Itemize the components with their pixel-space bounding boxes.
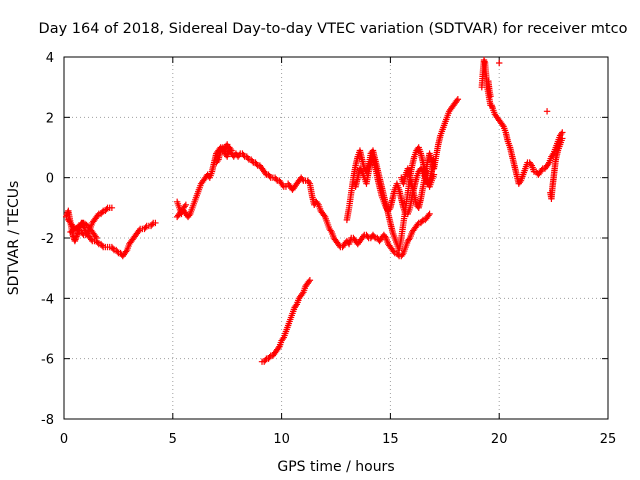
data-point <box>386 206 393 213</box>
data-point <box>559 135 566 142</box>
data-point <box>390 248 397 255</box>
data-point <box>94 212 101 219</box>
data-point <box>543 108 551 115</box>
x-tick-label: 5 <box>169 432 177 447</box>
y-tick-label: 4 <box>46 51 54 66</box>
data-point <box>103 206 110 213</box>
data-point <box>240 151 247 159</box>
data-point <box>559 129 566 136</box>
data-point <box>454 96 462 103</box>
data-point <box>544 160 552 168</box>
x-tick-label: 20 <box>491 432 508 447</box>
data-point <box>262 356 269 364</box>
data-point <box>516 178 524 186</box>
data-point <box>305 278 312 285</box>
data-point <box>253 160 260 168</box>
y-tick-label: 0 <box>46 172 54 187</box>
y-tick-label: -4 <box>41 292 54 307</box>
data-point <box>487 93 494 100</box>
data-point <box>272 175 280 183</box>
data-point <box>182 201 190 209</box>
x-tick-label: 10 <box>273 432 290 447</box>
data-point <box>527 160 534 168</box>
data-point <box>549 151 556 159</box>
data-point <box>426 210 433 218</box>
data-point <box>214 157 221 165</box>
data-point <box>299 290 306 298</box>
data-point <box>399 251 406 258</box>
data-point <box>185 212 193 219</box>
data-point <box>381 233 389 240</box>
data-point <box>181 203 188 210</box>
y-tick-label: -8 <box>41 413 54 428</box>
data-point <box>292 302 299 310</box>
data-point <box>496 59 503 67</box>
data-point <box>109 245 117 252</box>
data-point <box>418 218 426 225</box>
data-point <box>148 221 156 228</box>
data-point <box>275 344 282 352</box>
data-point <box>299 175 306 183</box>
y-tick-labels: -8 -6 -4 -2 0 2 4 <box>41 51 54 428</box>
data-point <box>327 227 334 234</box>
x-tick-label: 15 <box>382 432 399 447</box>
data-point <box>320 212 328 219</box>
data-point <box>228 147 235 154</box>
data-point <box>266 172 273 180</box>
data-points <box>62 56 566 365</box>
data-point <box>538 166 545 174</box>
data-point <box>94 239 101 246</box>
data-point <box>453 97 460 104</box>
data-point <box>227 145 234 153</box>
data-point <box>499 121 506 129</box>
data-point <box>93 234 100 242</box>
y-tick-label: -2 <box>41 232 54 247</box>
data-point <box>135 227 143 234</box>
data-point <box>370 233 378 240</box>
data-point <box>357 166 365 174</box>
data-point <box>279 335 286 343</box>
data-point <box>405 236 413 243</box>
data-point <box>249 157 256 165</box>
data-point <box>88 236 95 243</box>
data-point <box>558 130 565 138</box>
data-point <box>262 169 269 177</box>
plot-frame <box>63 56 609 420</box>
x-tick-labels: 0 5 10 15 20 25 <box>60 432 616 447</box>
y-tick-label: 2 <box>46 111 54 126</box>
data-point <box>98 209 106 216</box>
y-tick-label: -6 <box>41 353 54 368</box>
data-point <box>244 154 252 162</box>
data-point <box>314 200 321 207</box>
data-point <box>279 182 286 189</box>
data-point <box>305 178 312 186</box>
x-axis-label: GPS time / hours <box>277 459 394 475</box>
chart-title: Day 164 of 2018, Sidereal Day-to-day VTE… <box>39 21 628 37</box>
data-point <box>425 212 432 219</box>
data-point <box>92 233 99 240</box>
data-point <box>152 219 159 227</box>
data-point <box>108 204 116 212</box>
data-point <box>122 248 130 255</box>
x-tick-label: 0 <box>60 432 68 447</box>
data-point <box>266 353 273 361</box>
y-axis-label: SDTVAR / TECUs <box>6 181 22 296</box>
data-point <box>414 221 421 228</box>
data-point <box>98 242 106 249</box>
data-point <box>142 224 149 231</box>
data-point <box>114 248 121 255</box>
x-tick-label: 25 <box>600 432 617 447</box>
data-point <box>306 277 314 284</box>
